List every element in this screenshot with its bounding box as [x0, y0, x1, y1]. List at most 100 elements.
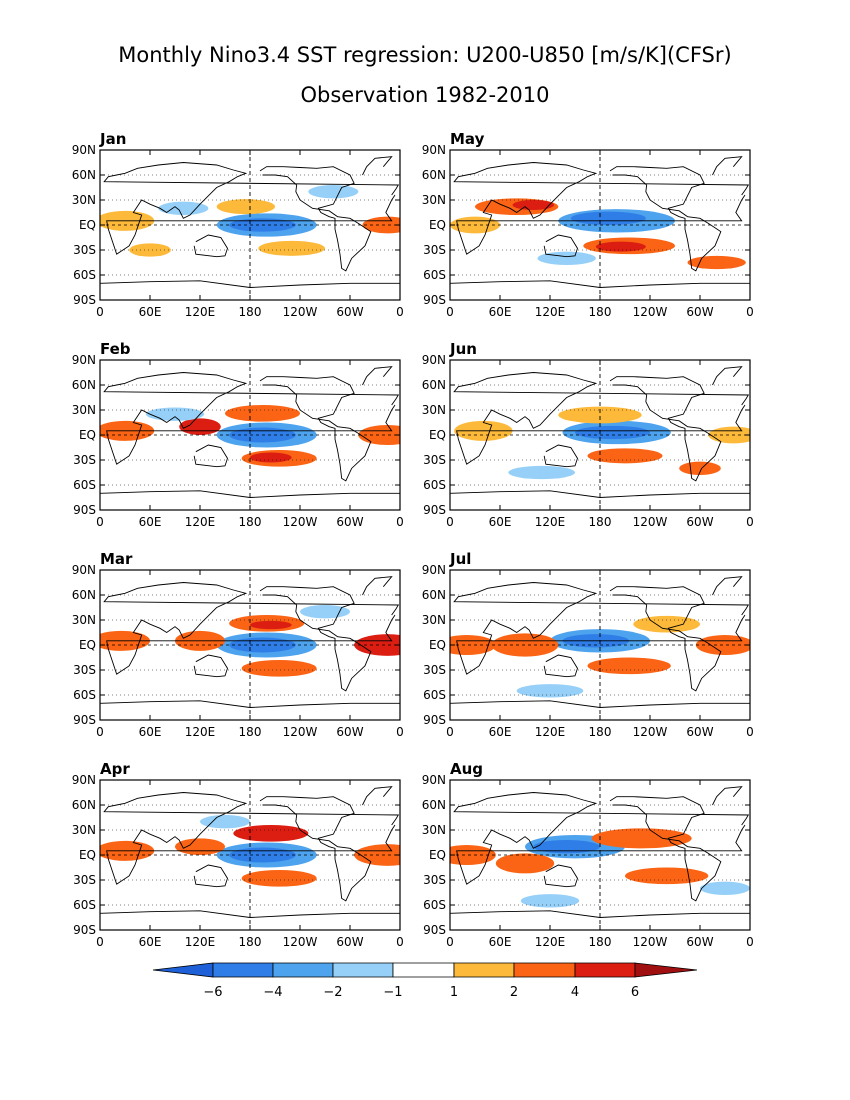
lon-tick-label: 120W [283, 305, 318, 319]
contour-region [216, 199, 275, 215]
lon-tick-label: 60E [139, 935, 162, 949]
coastlines [450, 576, 750, 708]
lon-tick-label: 60W [686, 515, 713, 529]
lon-tick-label: 0 [746, 935, 754, 949]
lat-tick-label: 30N [422, 613, 446, 627]
lon-tick-label: 180 [589, 515, 612, 529]
contour-region [233, 825, 309, 842]
lat-tick-label: 90N [422, 773, 446, 787]
lon-tick-label: 60W [686, 935, 713, 949]
lat-tick-label: 60S [73, 898, 96, 912]
contour-region [570, 211, 646, 225]
colorbar-label: −6 [203, 985, 222, 1000]
lat-tick-label: 90N [72, 353, 96, 367]
lon-tick-label: 180 [239, 305, 262, 319]
panel-title: Aug [450, 760, 483, 778]
lon-tick-label: 120W [283, 515, 318, 529]
panel-title: Apr [100, 760, 130, 778]
figure-title: Monthly Nino3.4 SST regression: U200-U85… [118, 43, 731, 67]
lat-tick-label: 30S [73, 243, 96, 257]
lat-tick-label: 60S [423, 898, 446, 912]
field-shading [100, 780, 400, 930]
coastlines [450, 156, 750, 288]
colorbar-label: 2 [510, 985, 518, 1000]
lat-tick-label: 60N [72, 588, 96, 602]
contour-region [450, 635, 496, 655]
lat-tick-label: 30S [73, 873, 96, 887]
coastlines [100, 576, 400, 708]
contour-region [633, 615, 701, 633]
lat-tick-label: EQ [79, 638, 96, 652]
lon-tick-label: 180 [589, 935, 612, 949]
lon-tick-label: 60W [336, 935, 363, 949]
contour-region [587, 448, 663, 464]
contour-region [450, 845, 496, 865]
contour-region [508, 465, 575, 480]
lat-tick-label: 30S [423, 663, 446, 677]
lat-tick-label: EQ [79, 428, 96, 442]
contour-region [241, 660, 317, 677]
lon-tick-label: 60E [489, 305, 512, 319]
lon-tick-label: 120W [283, 935, 318, 949]
lat-tick-label: 60S [73, 268, 96, 282]
colorbar-segment [634, 962, 698, 978]
lat-tick-label: 90S [73, 713, 96, 727]
lon-tick-label: 120W [283, 725, 318, 739]
lat-tick-label: 60N [422, 168, 446, 182]
lon-tick-label: 120E [185, 935, 216, 949]
lat-tick-label: 90N [422, 143, 446, 157]
colorbar-segment [574, 962, 636, 978]
lon-tick-label: 180 [589, 725, 612, 739]
lon-tick-label: 0 [96, 935, 104, 949]
lon-tick-label: 120E [535, 935, 566, 949]
lon-tick-label: 0 [96, 725, 104, 739]
coastlines [450, 786, 750, 918]
contour-region [145, 407, 205, 421]
lon-tick-label: 120W [633, 935, 668, 949]
lat-tick-label: 90N [72, 773, 96, 787]
lon-tick-label: 120E [185, 725, 216, 739]
lat-tick-label: 30N [72, 403, 96, 417]
colorbar-label: 1 [450, 985, 458, 1000]
lat-tick-label: 90N [422, 563, 446, 577]
panel-title: Jan [99, 130, 126, 148]
lat-tick-label: 90S [423, 503, 446, 517]
lon-tick-label: 120W [633, 725, 668, 739]
lon-tick-label: 120E [535, 725, 566, 739]
contour-region [158, 201, 209, 215]
lat-tick-label: EQ [429, 848, 446, 862]
lat-tick-label: 60N [422, 588, 446, 602]
lon-tick-label: 120W [633, 305, 668, 319]
lat-tick-label: 60S [423, 688, 446, 702]
lat-tick-label: 90N [72, 563, 96, 577]
lat-tick-label: 60S [423, 268, 446, 282]
contour-region [200, 815, 250, 829]
colorbar-label: 4 [571, 985, 579, 1000]
colorbar-label: −2 [323, 985, 342, 1000]
lon-tick-label: 60E [489, 515, 512, 529]
lat-tick-label: 90N [72, 143, 96, 157]
coastlines [100, 156, 400, 288]
lat-tick-label: EQ [429, 638, 446, 652]
contour-region [512, 200, 555, 210]
lon-tick-label: 0 [746, 515, 754, 529]
colorbar-segment [272, 962, 334, 978]
lat-tick-label: 30N [72, 193, 96, 207]
lon-tick-label: 0 [396, 935, 404, 949]
lat-tick-label: 90S [73, 293, 96, 307]
contour-region [179, 418, 221, 435]
colorbar-label: −4 [263, 985, 282, 1000]
contour-region [625, 867, 709, 885]
lat-tick-label: 60N [72, 168, 96, 182]
contour-region [241, 870, 317, 887]
lat-tick-label: 30S [73, 453, 96, 467]
lat-tick-label: 60S [73, 478, 96, 492]
panel-title: May [450, 130, 485, 148]
lon-tick-label: 0 [396, 305, 404, 319]
contour-region [516, 684, 584, 698]
